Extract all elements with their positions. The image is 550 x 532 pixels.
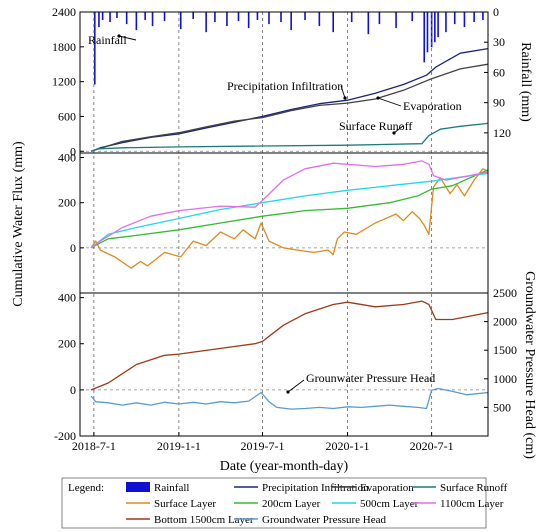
ytick-label-bottom-2: 200 bbox=[58, 337, 76, 351]
ytick-label-middle-0: 0 bbox=[70, 241, 76, 255]
legend-label-3: Surface Runoff bbox=[440, 482, 508, 494]
legend-label-5: 200cm Layer bbox=[262, 498, 321, 510]
annotation-arrowhead-top-1 bbox=[343, 96, 347, 100]
ytick-label-top-2: 1200 bbox=[52, 75, 76, 89]
legend-label-6: 500cm Layer bbox=[360, 498, 419, 510]
series-middle-2 bbox=[90, 172, 489, 249]
series-bottom-0 bbox=[90, 300, 489, 391]
rtick-label-top-1: 30 bbox=[493, 35, 505, 49]
annotation-arrow-bottom-0 bbox=[287, 379, 305, 393]
series-middle-0 bbox=[90, 168, 489, 269]
series-bottom-1 bbox=[90, 387, 489, 410]
x-axis-label: Date (year-month-day) bbox=[220, 459, 349, 474]
annotation-arrowhead-top-3 bbox=[392, 131, 396, 135]
ytick-label-bottom-0: -200 bbox=[54, 429, 76, 443]
annotation-top-0: Rainfall bbox=[88, 33, 127, 47]
legend-swatch-0 bbox=[126, 482, 150, 492]
annotation-top-3: Surface Runoff bbox=[339, 119, 412, 133]
annotation-arrowhead-bottom-0 bbox=[286, 390, 290, 394]
annotation-arrow-top-1 bbox=[340, 85, 346, 99]
ytick-label-bottom-1: 0 bbox=[70, 383, 76, 397]
rtick-label-top-0: 0 bbox=[493, 5, 499, 19]
legend-label-0: Rainfall bbox=[154, 482, 189, 494]
ytick-label-middle-2: 400 bbox=[58, 151, 76, 165]
legend-label-7: 1100cm Layer bbox=[440, 498, 504, 510]
rtick-label-top-2: 60 bbox=[493, 65, 505, 79]
series-top-2 bbox=[90, 122, 489, 152]
rtick-label-top-3: 90 bbox=[493, 96, 505, 110]
rainfall-axis-label: Rainfall (mm) bbox=[518, 42, 533, 122]
xtick-label-4: 2020-7-1 bbox=[410, 439, 454, 453]
annotation-top-1: Precipitation Infiltration bbox=[227, 79, 343, 93]
annotation-arrowhead-top-2 bbox=[376, 96, 380, 100]
annotation-arrow-top-0 bbox=[118, 35, 137, 41]
ytick-label-top-3: 1800 bbox=[52, 40, 76, 54]
rtick-label-bottom-1: 1000 bbox=[493, 372, 517, 386]
ytick-label-top-1: 600 bbox=[58, 109, 76, 123]
ytick-label-top-0: 0 bbox=[70, 144, 76, 158]
series-top-0 bbox=[90, 47, 489, 152]
legend-label-8: Bottom 1500cm Layer bbox=[154, 514, 254, 526]
annotation-bottom-0: Grounwater Pressure Head bbox=[306, 371, 435, 385]
xtick-label-2: 2019-7-1 bbox=[241, 439, 285, 453]
xtick-label-3: 2020-1-1 bbox=[326, 439, 370, 453]
series-middle-1 bbox=[90, 169, 489, 249]
series-top-1 bbox=[90, 63, 489, 152]
annotation-arrowhead-top-0 bbox=[117, 34, 121, 38]
ytick-label-top-4: 2400 bbox=[52, 5, 76, 19]
legend-label-2: Evaporation bbox=[360, 482, 414, 494]
legend-label-1: Precipitation Infiltration bbox=[262, 482, 369, 494]
xtick-label-0: 2018-7-1 bbox=[72, 439, 116, 453]
legend-title: Legend: bbox=[68, 482, 104, 494]
series-middle-3 bbox=[90, 160, 489, 249]
rtick-label-top-4: 120 bbox=[493, 126, 511, 140]
pressure-head-axis-label: Groundwater Pressure Head (cm) bbox=[522, 271, 537, 459]
panel-frame-2 bbox=[79, 292, 489, 437]
panel-frame-1 bbox=[79, 152, 489, 294]
legend-label-4: Surface Layer bbox=[154, 498, 216, 510]
rtick-label-bottom-3: 2000 bbox=[493, 315, 517, 329]
rtick-label-bottom-4: 2500 bbox=[493, 286, 517, 300]
annotation-top-2: Evaporation bbox=[403, 99, 462, 113]
ytick-label-middle-1: 200 bbox=[58, 196, 76, 210]
annotation-arrow-top-3 bbox=[393, 125, 404, 134]
annotation-arrow-top-2 bbox=[377, 97, 402, 107]
xtick-label-1: 2019-1-1 bbox=[157, 439, 201, 453]
y-axis-label: Cumulative Water Flux (mm) bbox=[11, 141, 26, 307]
legend-label-9: Groundwater Pressure Head bbox=[262, 514, 387, 526]
rtick-label-bottom-2: 1500 bbox=[493, 343, 517, 357]
ytick-label-bottom-3: 400 bbox=[58, 291, 76, 305]
rtick-label-bottom-0: 500 bbox=[493, 400, 511, 414]
